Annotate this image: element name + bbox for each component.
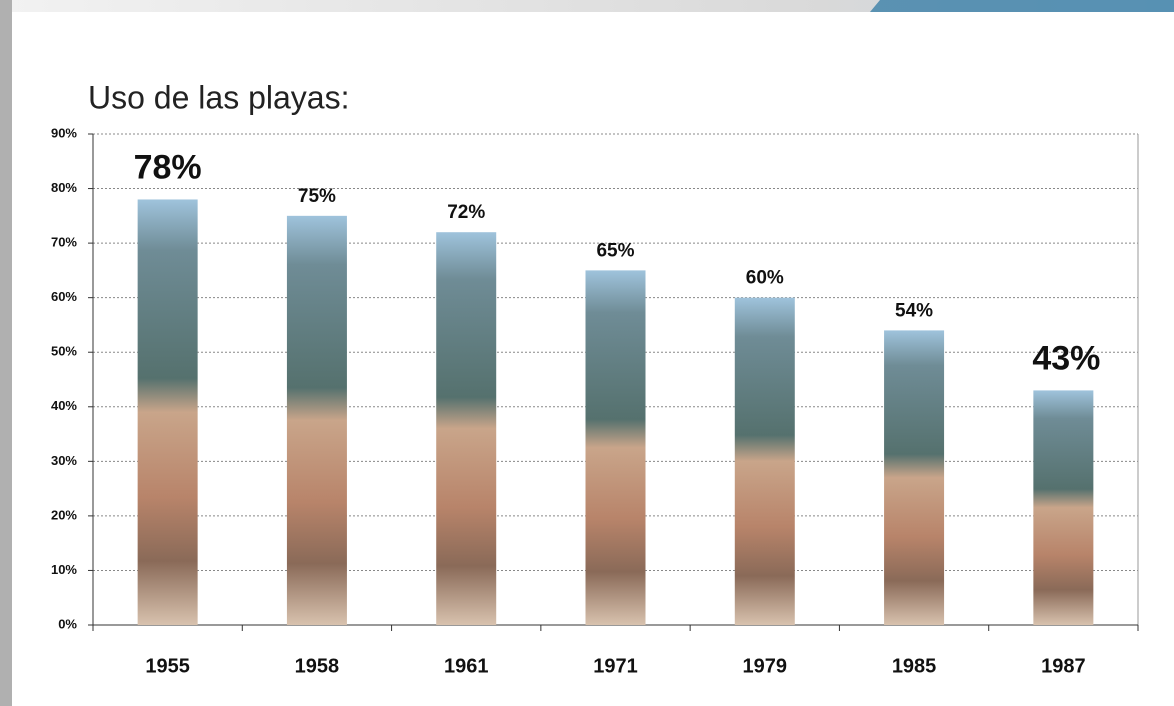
x-tick-label: 1985 (892, 655, 937, 677)
y-tick-label: 50% (51, 344, 77, 359)
x-tick-label: 1987 (1041, 655, 1086, 677)
data-label: 43% (1032, 339, 1100, 377)
bar (1033, 390, 1094, 625)
x-tick-label: 1955 (145, 655, 190, 677)
bar (884, 330, 945, 625)
y-tick-label: 30% (51, 453, 77, 468)
bar (137, 199, 198, 625)
bar (734, 297, 795, 625)
data-label: 54% (895, 300, 933, 321)
y-tick-label: 40% (51, 398, 77, 413)
y-tick-label: 0% (58, 616, 77, 631)
data-label: 65% (596, 240, 634, 261)
chart-title: Uso de las playas: (88, 79, 349, 115)
bar (286, 215, 347, 626)
bar (585, 270, 646, 625)
bar (436, 232, 497, 625)
x-tick-label: 1979 (743, 655, 788, 677)
data-label: 75% (298, 186, 336, 207)
y-tick-label: 70% (51, 235, 77, 250)
y-tick-label: 10% (51, 562, 77, 577)
y-tick-label: 20% (51, 507, 77, 522)
y-tick-label: 90% (51, 125, 77, 140)
data-label: 72% (447, 202, 485, 223)
left-border (0, 0, 12, 706)
x-tick-label: 1971 (593, 655, 638, 677)
accent (870, 0, 1174, 12)
data-label: 60% (746, 268, 784, 289)
y-tick-label: 80% (51, 180, 77, 195)
y-tick-label: 60% (51, 289, 77, 304)
data-label: 78% (134, 148, 202, 186)
x-tick-label: 1961 (444, 655, 489, 677)
x-tick-label: 1958 (295, 655, 340, 677)
